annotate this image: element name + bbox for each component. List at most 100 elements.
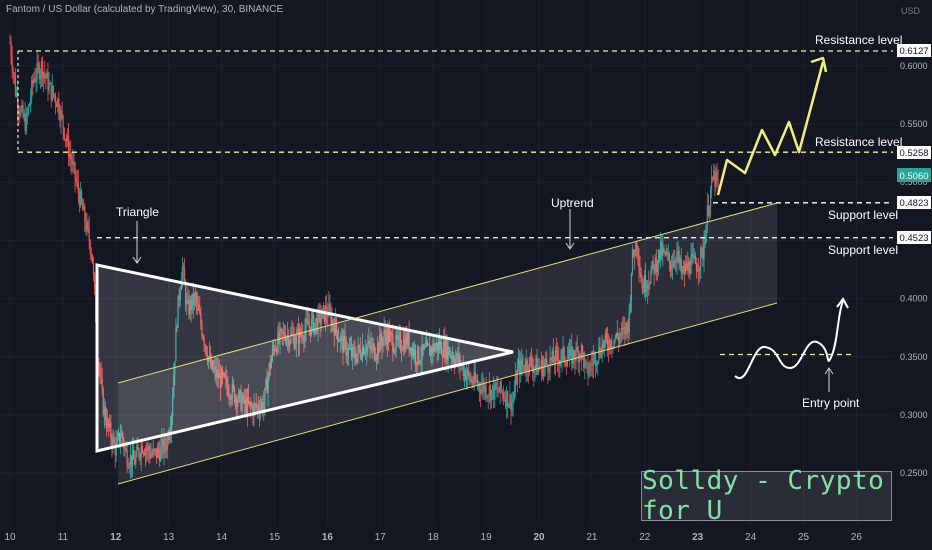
candle-body [191, 293, 193, 310]
candle-body [531, 358, 533, 367]
candle-body [377, 343, 379, 357]
candle-body [165, 446, 167, 451]
candle-body [280, 328, 282, 330]
candle-body [694, 255, 696, 264]
candle-body [553, 362, 555, 365]
candle-body [104, 406, 107, 421]
candle-body [290, 333, 292, 342]
candle-body [328, 304, 330, 317]
candle-body [644, 275, 647, 292]
candle-body [623, 326, 625, 329]
candle-body [202, 335, 204, 339]
candle-body [552, 350, 554, 363]
candle-body [293, 335, 295, 349]
candle-body [329, 304, 331, 311]
candle-body [564, 361, 566, 364]
candle-body [307, 320, 309, 327]
candle-body [643, 275, 646, 293]
time-tick-label: 14 [216, 532, 228, 543]
candle-body [291, 333, 293, 335]
candle-body [69, 153, 71, 157]
candle-body [483, 382, 485, 393]
price-tick-label: 0.4000 [900, 294, 928, 304]
candle-body [522, 365, 524, 367]
candle-body [18, 108, 20, 112]
candle-body [157, 447, 160, 452]
candle-body [343, 335, 345, 353]
candle-body [705, 225, 707, 243]
candle-body [548, 372, 550, 374]
candle-body [475, 380, 477, 382]
candle-body [487, 395, 489, 397]
candle-body [625, 322, 627, 335]
candle-body [267, 376, 269, 394]
candle-body [536, 357, 538, 375]
candle-body [275, 348, 277, 351]
candle-body [262, 402, 264, 411]
candle-body [341, 335, 343, 337]
candle-body [649, 283, 651, 285]
price-tag-0-6127: 0.6127 [897, 44, 931, 57]
candle-body [302, 334, 304, 340]
price-tick-label: 0.5500 [900, 119, 928, 129]
candle-body [394, 349, 396, 353]
candle-body [408, 332, 410, 351]
candle-body [555, 350, 558, 352]
candle-body [546, 358, 548, 365]
candle-body [13, 73, 15, 78]
candle-body [635, 242, 637, 257]
candle-body [264, 388, 266, 405]
candle-body [448, 347, 450, 356]
candle-body [686, 263, 688, 270]
candle-body [146, 449, 148, 451]
candle-body [416, 362, 418, 365]
candle-body [419, 362, 421, 364]
candle-body [201, 324, 203, 336]
candle-body [60, 110, 62, 122]
candle-body [255, 404, 257, 408]
candle-body [638, 257, 640, 269]
candle-body [272, 348, 275, 350]
candle-body [678, 250, 680, 263]
candle-body [206, 354, 208, 361]
candle-body [642, 288, 644, 293]
candle-body [298, 328, 301, 345]
candle-body [197, 303, 199, 305]
candle-body [117, 433, 120, 438]
candle-body [70, 153, 72, 160]
candle-body [691, 254, 693, 257]
candle-body [102, 389, 104, 416]
candle-body [422, 343, 424, 350]
candle-body [195, 295, 198, 304]
candle-body [121, 432, 123, 438]
candle-body [220, 369, 223, 388]
candle-body [205, 346, 207, 355]
candle-body [254, 404, 256, 406]
candle-body [444, 340, 446, 359]
candle-body [256, 405, 258, 408]
candle-body [174, 361, 176, 375]
candle-body [354, 351, 356, 359]
candle-body [491, 385, 494, 390]
candle-body [34, 78, 36, 82]
candle-body [571, 346, 573, 365]
candle-body [566, 359, 569, 366]
time-tick-label: 19 [481, 532, 493, 543]
candle-body [410, 347, 412, 357]
candle-body [284, 337, 287, 343]
candle-body [574, 358, 576, 361]
candle-body [628, 310, 630, 333]
candle-body [699, 266, 701, 272]
candle-body [433, 343, 435, 352]
candle-body [669, 261, 672, 270]
candle-body [482, 382, 484, 388]
candle-body [656, 265, 659, 272]
candle-body [597, 360, 599, 365]
candle-body [432, 343, 434, 354]
time-tick-label: 21 [586, 532, 598, 543]
candle-body [61, 110, 63, 116]
time-axis[interactable]: 10 11 12 13 14 15 16 17 18 19 20 21 22 23 24 25 26 [4, 532, 862, 543]
candle-body [368, 340, 370, 346]
